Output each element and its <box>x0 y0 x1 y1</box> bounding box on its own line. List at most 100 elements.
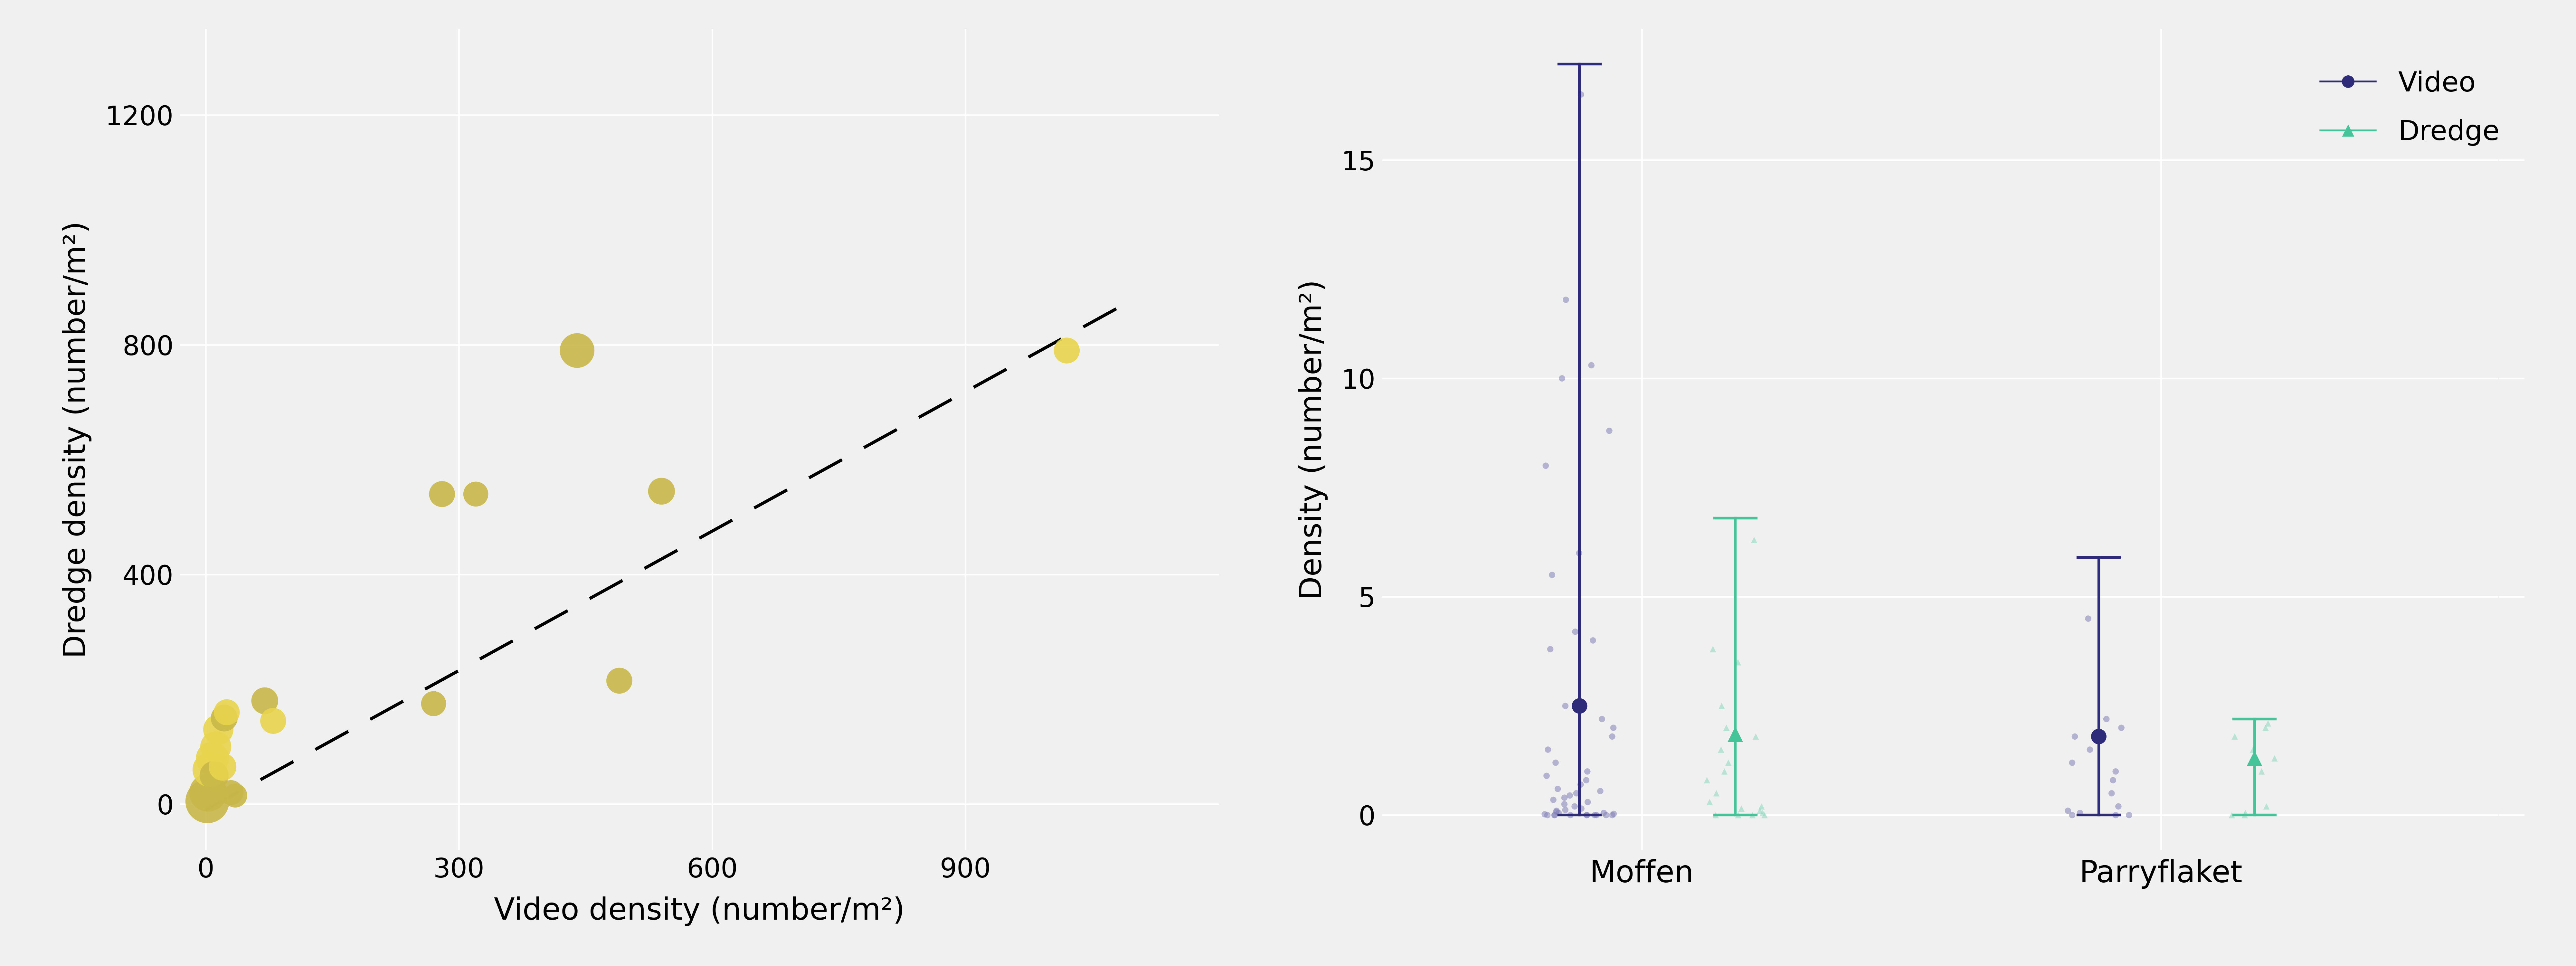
Point <box>1718 808 1759 823</box>
Point <box>1546 802 1587 817</box>
Point <box>2210 808 2251 823</box>
Point <box>1592 720 1633 735</box>
Point <box>1587 808 1628 823</box>
Point <box>1739 803 1780 818</box>
Point <box>412 696 453 711</box>
Point <box>1528 808 1569 823</box>
Point <box>206 704 247 720</box>
Point <box>198 722 240 737</box>
Point <box>1561 801 1602 816</box>
Point <box>2092 773 2133 788</box>
Point <box>2050 755 2092 771</box>
Point <box>2233 742 2275 757</box>
Point <box>1700 698 1741 714</box>
Legend: Video, Dredge: Video, Dredge <box>2308 59 2512 157</box>
Point <box>1525 458 1566 473</box>
Y-axis label: Dredge density (number/m²): Dredge density (number/m²) <box>62 221 93 658</box>
Point <box>1592 728 1633 744</box>
Point <box>2110 808 2151 823</box>
Point <box>1538 781 1579 797</box>
Point <box>204 710 245 725</box>
Point <box>211 785 252 801</box>
Point <box>188 762 229 778</box>
Point <box>2092 785 2133 801</box>
Point <box>422 486 464 501</box>
Point <box>556 343 598 358</box>
Point <box>1558 698 1600 714</box>
Point <box>598 673 639 689</box>
Point <box>214 788 255 804</box>
Point <box>1584 806 1625 821</box>
Point <box>1703 764 1744 780</box>
Point <box>641 483 683 498</box>
Point <box>2254 751 2295 766</box>
Point <box>2226 806 2267 821</box>
Point <box>2102 720 2143 735</box>
Point <box>1571 357 1613 373</box>
Point <box>1553 799 1595 814</box>
Point <box>1546 698 1587 714</box>
Point <box>2233 751 2275 766</box>
Point <box>1716 726 1757 742</box>
Point <box>191 751 232 766</box>
Point <box>1566 808 1607 823</box>
Point <box>1731 808 1772 823</box>
Point <box>2241 764 2282 780</box>
Point <box>2050 808 2092 823</box>
Point <box>1533 808 1574 823</box>
Point <box>1538 806 1579 821</box>
Point <box>252 713 294 728</box>
Point <box>1546 292 1587 307</box>
Point <box>1592 808 1633 823</box>
Point <box>193 768 234 783</box>
Point <box>1577 808 1618 823</box>
Point <box>1692 641 1734 657</box>
Point <box>1525 768 1566 783</box>
Point <box>1553 624 1595 639</box>
Point <box>1734 532 1775 548</box>
Point <box>1566 764 1607 780</box>
Point <box>2244 720 2285 735</box>
Point <box>2223 808 2264 823</box>
Point <box>2079 728 2120 744</box>
X-axis label: Video density (number/m²): Video density (number/m²) <box>495 896 904 925</box>
Point <box>2053 728 2094 744</box>
Point <box>1744 808 1785 823</box>
Point <box>1579 783 1620 799</box>
Point <box>1736 728 1777 744</box>
Point <box>1741 799 1783 814</box>
Point <box>1561 777 1602 792</box>
Point <box>1556 785 1597 801</box>
Point <box>1708 755 1749 771</box>
Point <box>1533 792 1574 808</box>
Point <box>201 759 242 775</box>
Point <box>1695 785 1736 801</box>
Point <box>1700 742 1741 757</box>
Point <box>1561 87 1602 102</box>
Point <box>2094 808 2136 823</box>
Y-axis label: Density (number/m²): Density (number/m²) <box>1298 279 1329 600</box>
Point <box>1695 808 1736 823</box>
Point <box>2215 728 2257 744</box>
Point <box>1543 790 1584 806</box>
Point <box>456 486 497 501</box>
Point <box>1566 808 1607 823</box>
Point <box>1718 655 1759 670</box>
Point <box>196 739 237 754</box>
Point <box>1566 773 1607 788</box>
Point <box>188 785 229 801</box>
Point <box>2097 799 2138 814</box>
Point <box>1566 794 1607 810</box>
Point <box>2069 611 2110 626</box>
Point <box>2048 803 2089 818</box>
Point <box>1582 711 1623 726</box>
Point <box>1551 808 1592 823</box>
Point <box>1687 773 1728 788</box>
Point <box>1548 787 1589 803</box>
Point <box>1721 801 1762 816</box>
Point <box>1558 546 1600 561</box>
Point <box>2094 764 2136 780</box>
Point <box>1705 720 1747 735</box>
Point <box>1592 806 1633 821</box>
Point <box>1530 641 1571 657</box>
